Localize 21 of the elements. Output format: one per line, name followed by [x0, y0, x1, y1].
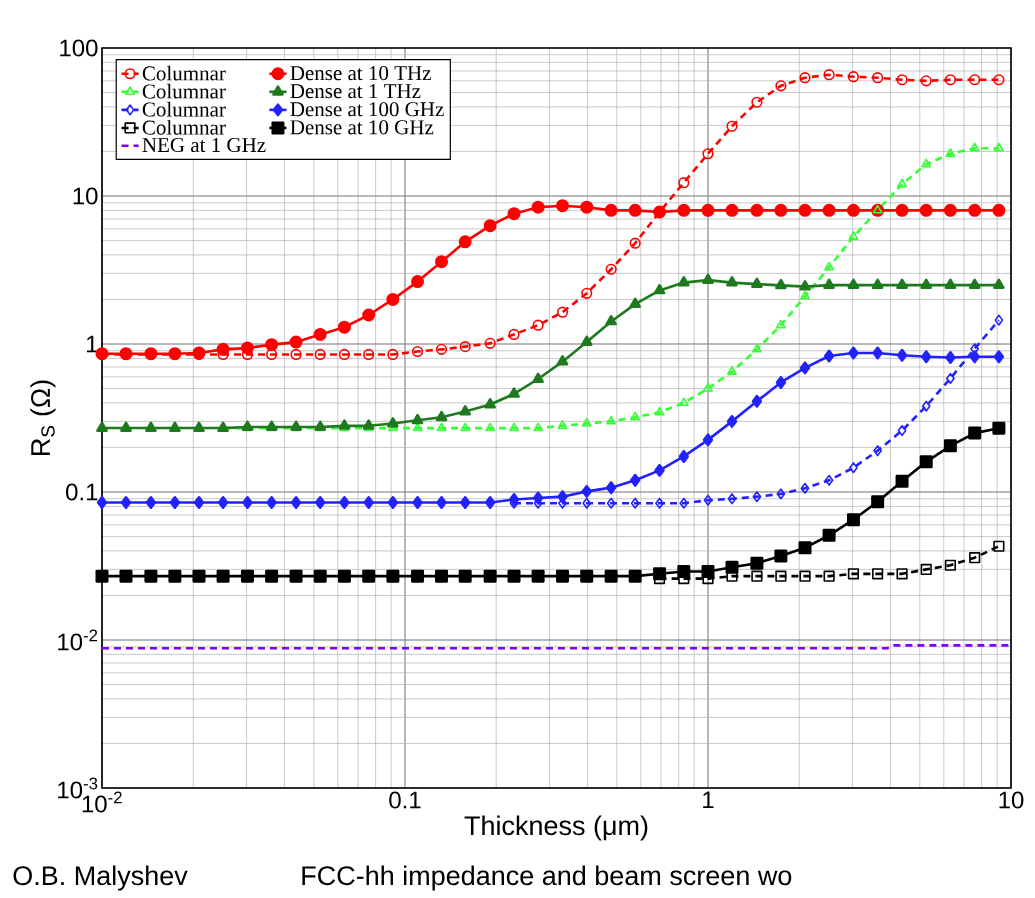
x-axis-title: Thickness (μm) — [464, 815, 648, 841]
legend-label: Dense at 10 GHz — [290, 120, 434, 135]
y-tick-label: 1 — [86, 335, 98, 353]
text: O.B. Malyshev — [13, 865, 188, 891]
y-tick-label: 0.1 — [66, 483, 98, 501]
legend-label: Dense at 10 THz — [290, 66, 431, 81]
legend-label: Dense at 100 GHz — [290, 102, 444, 117]
y-tick-label: 100 — [60, 39, 98, 57]
y-axis-title: R$_{S}$ (Ω) — [30, 380, 56, 455]
y-tick-label: 10 — [73, 187, 98, 205]
legend-label: Columnar — [142, 83, 226, 99]
x-tick-label: 1 — [703, 791, 714, 809]
legend-label: Columnar — [142, 65, 226, 81]
legend-label: Columnar — [142, 101, 226, 117]
y-tick-label: 10$^{-2}$ — [58, 629, 98, 651]
legend-label: Columnar — [142, 119, 226, 135]
x-tick-label: 0.1 — [389, 791, 421, 809]
legend-label: Dense at 1 THz — [290, 84, 421, 99]
legend-label: NEG at 1 GHz — [142, 137, 266, 153]
x-tick-label: 10 — [999, 791, 1024, 809]
text: FCC-hh impedance and beam screen wo — [302, 865, 792, 891]
